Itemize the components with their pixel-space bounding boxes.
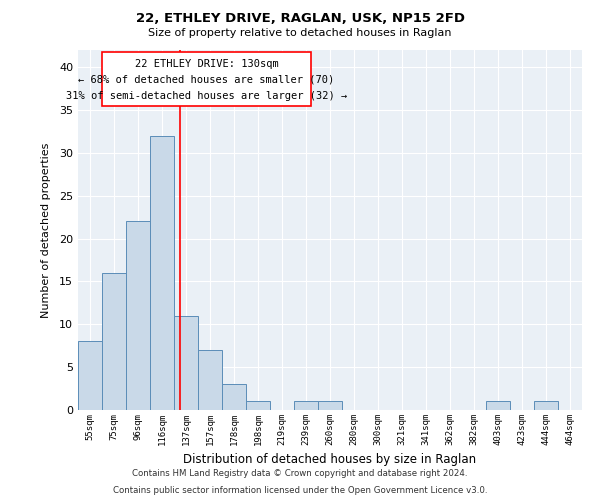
Bar [294, 402, 318, 410]
Text: ← 68% of detached houses are smaller (70): ← 68% of detached houses are smaller (70… [78, 75, 335, 85]
Bar [486, 402, 510, 410]
Bar [78, 342, 102, 410]
Bar [534, 402, 558, 410]
Bar [150, 136, 174, 410]
Bar [102, 52, 311, 106]
Bar [102, 273, 126, 410]
Bar [126, 222, 150, 410]
X-axis label: Distribution of detached houses by size in Raglan: Distribution of detached houses by size … [184, 454, 476, 466]
Text: 22, ETHLEY DRIVE, RAGLAN, USK, NP15 2FD: 22, ETHLEY DRIVE, RAGLAN, USK, NP15 2FD [136, 12, 464, 26]
Text: 22 ETHLEY DRIVE: 130sqm: 22 ETHLEY DRIVE: 130sqm [134, 58, 278, 68]
Bar [222, 384, 246, 410]
Bar [246, 402, 270, 410]
Text: Contains public sector information licensed under the Open Government Licence v3: Contains public sector information licen… [113, 486, 487, 495]
Bar [174, 316, 198, 410]
Text: Size of property relative to detached houses in Raglan: Size of property relative to detached ho… [148, 28, 452, 38]
Bar [318, 402, 342, 410]
Bar [198, 350, 222, 410]
Text: 31% of semi-detached houses are larger (32) →: 31% of semi-detached houses are larger (… [66, 91, 347, 101]
Text: Contains HM Land Registry data © Crown copyright and database right 2024.: Contains HM Land Registry data © Crown c… [132, 468, 468, 477]
Y-axis label: Number of detached properties: Number of detached properties [41, 142, 50, 318]
